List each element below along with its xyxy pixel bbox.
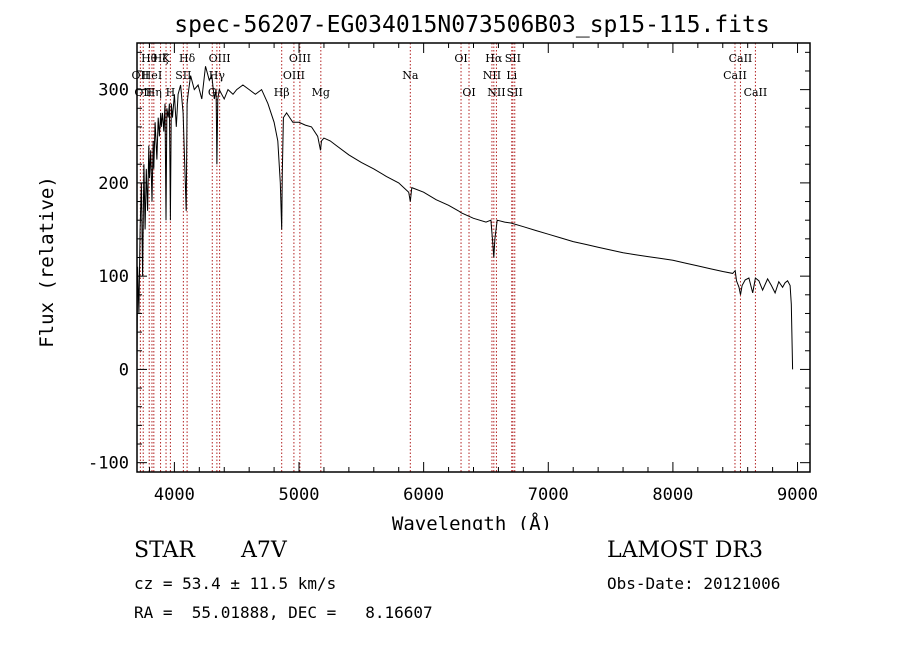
observation-date: Obs-Date: 20121006 (607, 574, 781, 593)
line-label: Mg (312, 86, 330, 99)
line-label: CaII (729, 52, 753, 65)
line-label: CaII (744, 86, 768, 99)
y-axis-ticks: -100 0 100 200 300 (88, 51, 810, 474)
line-label: OIII (209, 52, 231, 65)
line-label: SII (505, 52, 521, 65)
object-subclass: A7V (241, 538, 287, 563)
coordinates: RA = 55.01888, DEC = 8.16607 (134, 603, 433, 622)
x-tick-label: 6000 (403, 485, 444, 505)
emission-line-markers (139, 43, 756, 472)
x-tick-label: 7000 (528, 485, 569, 505)
spectrum-line (136, 66, 794, 370)
line-label: K (162, 52, 171, 65)
line-label: SII (507, 86, 523, 99)
line-label: G (208, 86, 217, 99)
spectrum-chart: OIIOIIHθHeIHηHζKHSIIHδGHγOIIIHβOIIIOIIIM… (36, 12, 818, 530)
line-label: Na (402, 69, 419, 82)
y-tick-label: 300 (98, 81, 129, 101)
line-label: Hη (146, 86, 162, 99)
line-label: Hγ (209, 69, 226, 82)
y-tick-label: 0 (119, 360, 129, 380)
line-label: Hδ (179, 52, 196, 65)
plot-frame (136, 42, 811, 473)
x-axis-ticks: 4000 5000 6000 7000 8000 9000 (148, 43, 818, 505)
line-label: Hα (485, 52, 503, 65)
line-label: OII (132, 69, 150, 82)
line-label: NII (487, 86, 505, 99)
line-label: OI (454, 52, 467, 65)
y-axis-label: Flux (relative) (36, 176, 58, 348)
line-label: Hθ (141, 52, 158, 65)
y-tick-label: -100 (88, 454, 129, 474)
x-tick-label: 9000 (777, 485, 818, 505)
chart-title: spec-56207-EG034015N073506B03_sp15-115.f… (174, 12, 769, 38)
line-label: NII (483, 69, 501, 82)
survey-name: LAMOST DR3 (607, 538, 763, 563)
line-label: Hζ (153, 52, 169, 65)
x-tick-label: 5000 (279, 485, 320, 505)
redshift-velocity: cz = 53.4 ± 11.5 km/s (134, 574, 337, 593)
emission-line-labels: OIIOIIHθHeIHηHζKHSIIHδGHγOIIIHβOIIIOIIIM… (132, 52, 768, 99)
x-tick-label: 4000 (154, 485, 195, 505)
object-class: STAR (134, 538, 195, 563)
line-label: OIII (283, 69, 305, 82)
line-label: Hβ (274, 86, 290, 99)
line-label: HeI (142, 69, 162, 82)
line-label: OI (462, 86, 475, 99)
line-label: CaII (723, 69, 747, 82)
line-label: H (166, 86, 176, 99)
x-axis-label: Wavelength (Å) (392, 512, 552, 530)
x-tick-label: 8000 (652, 485, 693, 505)
y-tick-label: 100 (98, 267, 129, 287)
line-label: OIII (289, 52, 311, 65)
line-label: SII (175, 69, 191, 82)
line-label: Li (506, 69, 517, 82)
y-tick-label: 200 (98, 174, 129, 194)
